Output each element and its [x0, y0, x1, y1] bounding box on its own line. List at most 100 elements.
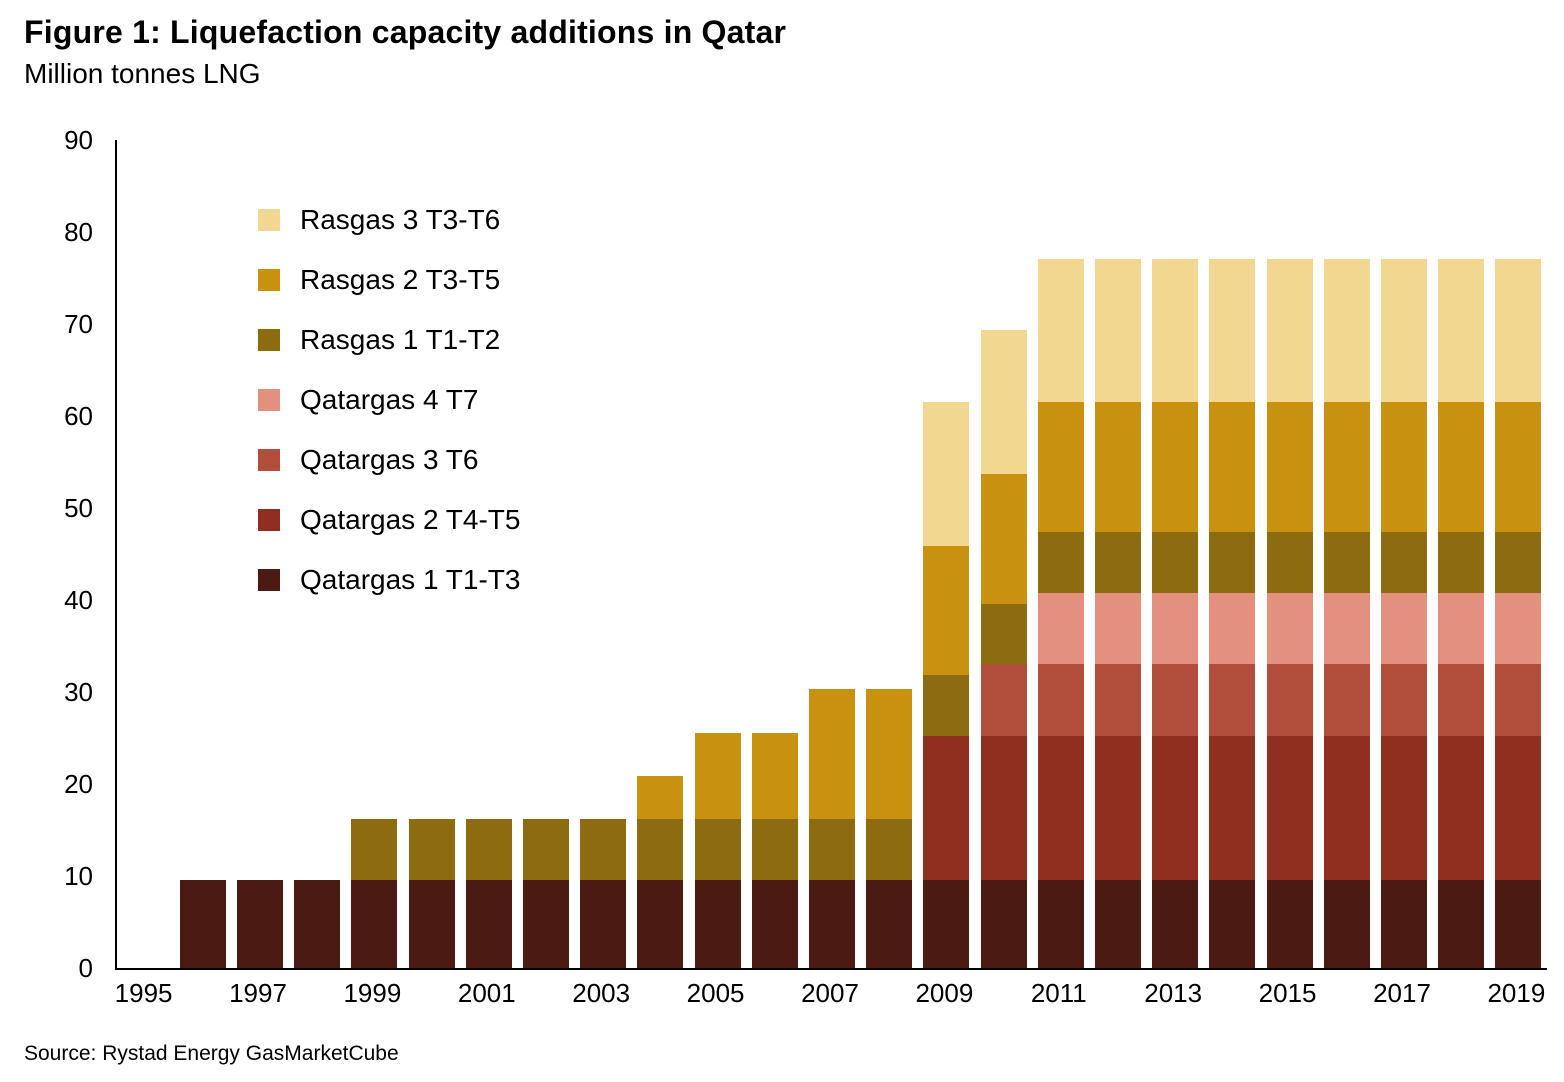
bar-segment: [1209, 531, 1256, 593]
bar-segment: [980, 473, 1027, 604]
bar-segment: [980, 664, 1027, 737]
bar-segment: [523, 818, 569, 880]
bar-segment: [1037, 258, 1084, 403]
bar-segment: [1209, 258, 1256, 403]
y-axis-labels: 0 10 20 30 40 50 60 70 80 90: [30, 126, 105, 982]
bar-segment: [1323, 258, 1370, 403]
legend-swatch: [258, 329, 280, 351]
bar-segment: [1495, 258, 1542, 403]
legend-item: Rasgas 3 T3-T6: [258, 190, 520, 250]
y-tick-label: 20: [64, 769, 93, 799]
bar-segment: [1495, 402, 1542, 532]
bar-segment: [1438, 402, 1485, 532]
legend: Rasgas 3 T3-T6 Rasgas 2 T3-T5 Rasgas 1 T1-…: [258, 190, 520, 610]
x-tick-label: 2015: [1258, 978, 1317, 1008]
bar-segment: [1037, 664, 1084, 737]
x-tick-label: 1997: [229, 978, 287, 1008]
bar-segment: [1266, 258, 1313, 403]
bar-segment: [1323, 402, 1370, 532]
x-tick-label: 1999: [343, 978, 402, 1008]
x-tick-label: 2007: [801, 978, 859, 1008]
bar-segment: [1095, 879, 1141, 968]
bar-segment: [580, 818, 627, 880]
bar-segment: [694, 879, 741, 968]
bar-segment: [1152, 736, 1199, 880]
bar-segment: [1381, 664, 1427, 737]
bar-segment: [351, 818, 398, 880]
source-note: Source: Rystad Energy GasMarketCube: [24, 1042, 399, 1065]
bar-segment: [1037, 531, 1084, 593]
bar-segment: [1495, 531, 1542, 593]
x-tick-label: 2019: [1487, 978, 1546, 1008]
bar-segment: [980, 736, 1027, 880]
bar-segment: [866, 879, 913, 968]
bar-segment: [1323, 531, 1370, 593]
bar-segment: [1438, 879, 1485, 968]
bar-segment: [1095, 664, 1141, 737]
x-axis-labels: 1995 1997 1999 2001 2003 2005 2007 2009 2011 2013…: [115, 978, 1546, 1012]
bar-segment: [1323, 879, 1370, 968]
bar-segment: [694, 818, 741, 880]
legend-label: Qatargas 4 T7: [300, 384, 479, 415]
y-tick-label: 40: [64, 585, 93, 615]
bar-segment: [809, 689, 855, 819]
bar-segment: [1438, 736, 1485, 880]
bar-segment: [1095, 402, 1141, 532]
bar-segment: [923, 545, 970, 676]
bar-segment: [1266, 736, 1313, 880]
bar-segment: [1209, 402, 1256, 532]
bar-segment: [751, 818, 798, 880]
bar-segment: [980, 879, 1027, 968]
bar-segment: [1209, 664, 1256, 737]
bar-segment: [523, 879, 569, 968]
bar-segment: [809, 879, 855, 968]
bar-segment: [1095, 258, 1141, 403]
legend-item: Qatargas 2 T4-T5: [258, 490, 520, 550]
y-tick-label: 10: [64, 861, 93, 891]
bar-segment: [866, 818, 913, 880]
bar-segment: [1266, 531, 1313, 593]
bar-segment: [637, 775, 684, 819]
bar-segment: [1209, 879, 1256, 968]
bar-segment: [866, 689, 913, 819]
bar-segment: [1495, 664, 1542, 737]
bar-segment: [1266, 664, 1313, 737]
bar-segment: [1152, 592, 1199, 665]
bar-segment: [1438, 531, 1485, 593]
y-tick-label: 0: [78, 953, 93, 983]
chart-subtitle: Million tonnes LNG: [24, 58, 261, 89]
y-tick-label: 70: [64, 309, 93, 339]
bar-segment: [1495, 592, 1542, 665]
bar-segment: [580, 879, 627, 968]
bar-segment: [980, 330, 1027, 474]
legend-item: Rasgas 2 T3-T5: [258, 250, 520, 310]
legend-swatch: [258, 509, 280, 531]
bar-segment: [1381, 736, 1427, 880]
bar-segment: [1495, 736, 1542, 880]
y-tick-label: 50: [64, 493, 93, 523]
bar-segment: [923, 402, 970, 546]
bar-segment: [1323, 736, 1370, 880]
bar-segment: [408, 879, 455, 968]
legend-swatch: [258, 389, 280, 411]
bar-segment: [351, 879, 398, 968]
bar-segment: [1381, 531, 1427, 593]
bar-segment: [1381, 258, 1427, 403]
x-tick-label: 2005: [686, 978, 745, 1008]
bar-segment: [1438, 592, 1485, 665]
bar-segment: [980, 603, 1027, 665]
bar-segment: [1152, 402, 1199, 532]
y-tick-label: 30: [64, 677, 93, 707]
bar-segment: [751, 879, 798, 968]
plot-area: [115, 140, 1547, 970]
x-tick-label: 2011: [1030, 978, 1087, 1008]
bar-segment: [1323, 592, 1370, 665]
legend-item: Rasgas 1 T1-T2: [258, 310, 520, 370]
bar-segment: [1095, 736, 1141, 880]
x-tick-label: 2001: [457, 978, 516, 1008]
x-tick-label: 2017: [1373, 978, 1431, 1008]
bar-segment: [1381, 402, 1427, 532]
bar-segment: [1495, 879, 1542, 968]
bar-segment: [179, 879, 226, 968]
